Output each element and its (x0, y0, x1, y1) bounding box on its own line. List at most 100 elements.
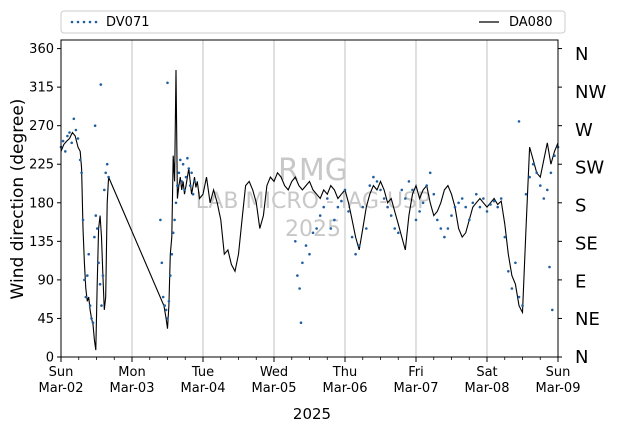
y-tick-label-3: 135 (29, 235, 54, 250)
point-dv071-56 (193, 180, 196, 183)
point-dv071-33 (160, 261, 164, 265)
point-dv071-135 (517, 120, 521, 123)
watermark: RMG LAB MICRO - IAG-USP 2025 (196, 153, 431, 242)
point-dv071-46 (179, 158, 182, 162)
point-dv071-57 (166, 81, 169, 85)
point-dv071-119 (503, 235, 507, 239)
point-dv071-110 (471, 201, 475, 205)
x-tick-label-day-2: Tue (191, 365, 214, 380)
point-dv071-52 (187, 167, 191, 170)
x-tick-label-date-0: Mar-02 (39, 381, 84, 396)
point-dv071-10 (80, 171, 83, 175)
point-dv071-76 (350, 235, 354, 239)
compass-label-7: NW (575, 82, 606, 103)
point-dv071-4 (68, 131, 71, 134)
point-dv071-11 (81, 218, 85, 222)
point-dv071-81 (368, 184, 372, 187)
point-dv071-25 (101, 274, 105, 277)
point-dv071-27 (104, 171, 107, 175)
point-dv071-109 (468, 218, 471, 222)
point-dv071-92 (407, 180, 411, 183)
point-dv071-15 (87, 252, 90, 256)
point-dv071-133 (553, 154, 556, 157)
x-tick-label-date-3: Mar-05 (252, 381, 297, 396)
point-dv071-24 (100, 304, 103, 307)
point-dv071-79 (361, 205, 365, 209)
point-dv071-97 (425, 184, 429, 187)
x-axis: SunMar-02MonMar-03TueMar-04WedMar-05ThuM… (39, 357, 580, 396)
y-tick-label-1: 45 (37, 312, 54, 327)
point-dv071-45 (177, 171, 181, 175)
line-da080 (60, 69, 559, 351)
grid (131, 40, 488, 357)
compass-label-0: N (575, 347, 588, 368)
point-dv071-136 (548, 265, 551, 269)
point-dv071-9 (78, 158, 82, 162)
point-dv071-89 (397, 231, 400, 235)
point-dv071-68 (322, 205, 326, 209)
x-tick-label-day-3: Wed (260, 365, 288, 380)
point-dv071-121 (510, 287, 514, 290)
compass-label-8: N (575, 44, 588, 65)
x-axis-title: 2025 (293, 405, 331, 423)
compass-label-5: SW (575, 158, 604, 179)
point-dv071-36 (164, 308, 168, 312)
point-dv071-95 (418, 210, 421, 213)
point-dv071-83 (375, 180, 379, 183)
point-dv071-88 (393, 227, 397, 230)
point-dv071-1 (61, 139, 65, 143)
point-dv071-94 (414, 218, 418, 222)
x-tick-label-date-4: Mar-06 (323, 381, 368, 396)
point-dv071-75 (347, 210, 350, 213)
point-dv071-116 (492, 199, 496, 203)
point-dv071-3 (66, 134, 69, 138)
point-dv071-58 (294, 240, 297, 243)
point-dv071-21 (95, 227, 99, 230)
point-dv071-103 (446, 227, 450, 230)
point-dv071-22 (97, 261, 100, 265)
y-tick-label-6: 270 (29, 119, 54, 134)
x-tick-label-day-6: Sat (476, 365, 497, 380)
x-tick-label-date-5: Mar-07 (394, 381, 439, 396)
point-dv071-53 (188, 184, 192, 187)
x-tick-label-day-7: Sun (546, 365, 571, 380)
point-dv071-98 (428, 171, 432, 175)
point-dv071-5 (70, 141, 73, 145)
y-axis-title: Wind direction (degree) (8, 99, 28, 300)
x-tick-label-date-1: Mar-03 (110, 381, 155, 396)
point-dv071-6 (72, 117, 76, 121)
point-dv071-39 (169, 274, 172, 277)
right-compass-axis: N NE E SE S SW W NW N (575, 44, 606, 368)
point-dv071-117 (496, 205, 500, 209)
point-dv071-69 (326, 197, 329, 200)
point-dv071-37 (166, 317, 169, 320)
point-dv071-102 (443, 235, 446, 239)
point-dv071-84 (379, 188, 382, 192)
compass-label-4: S (575, 196, 586, 217)
point-dv071-26 (103, 188, 106, 192)
point-dv071-38 (167, 300, 171, 303)
point-dv071-100 (436, 218, 439, 222)
point-dv071-12 (83, 278, 86, 282)
point-dv071-31 (93, 124, 97, 127)
point-dv071-115 (489, 203, 492, 206)
point-dv071-74 (343, 188, 347, 192)
point-dv071-29 (107, 175, 110, 179)
point-dv071-48 (181, 162, 185, 166)
point-dv071-130 (542, 197, 546, 200)
point-dv071-30 (99, 83, 103, 86)
compass-label-6: W (575, 120, 593, 141)
compass-label-1: NE (575, 309, 600, 330)
point-dv071-85 (382, 197, 386, 200)
x-tick-label-day-0: Sun (49, 365, 74, 380)
point-dv071-104 (450, 214, 453, 217)
point-dv071-106 (457, 201, 460, 205)
point-dv071-49 (183, 188, 186, 192)
point-dv071-51 (186, 156, 189, 160)
point-dv071-35 (163, 304, 166, 307)
point-dv071-67 (318, 214, 322, 217)
point-dv071-126 (528, 175, 531, 179)
point-dv071-44 (176, 184, 179, 187)
point-dv071-87 (389, 214, 393, 217)
